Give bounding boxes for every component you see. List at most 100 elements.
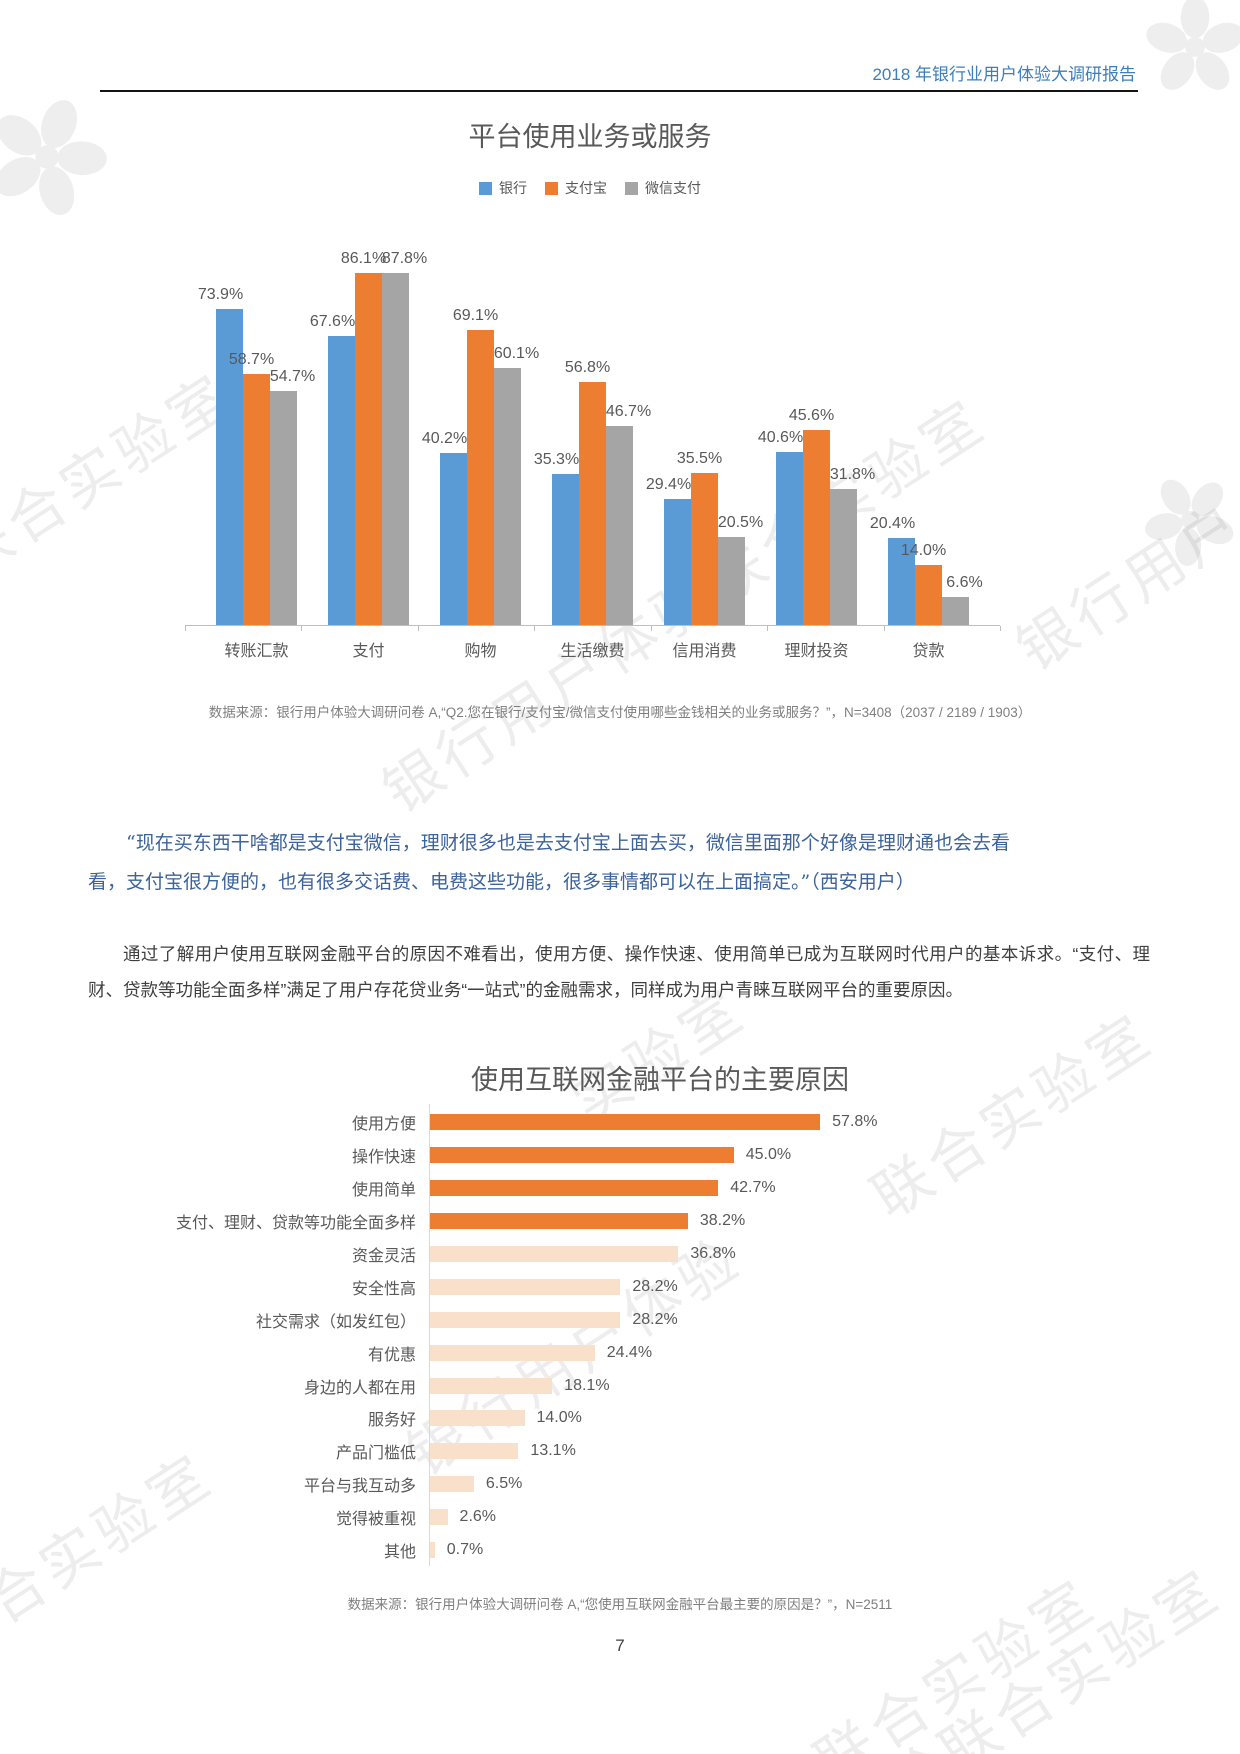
chart2-row: 社交需求（如发红包） 28.2% <box>0 1303 1240 1336</box>
value-label: 13.1% <box>530 1442 576 1460</box>
bar-column: 29.4% <box>646 250 691 625</box>
bar-银行 <box>664 499 691 625</box>
chart2-row: 觉得被重视 2.6% <box>0 1501 1240 1534</box>
reason-bar <box>430 1180 719 1197</box>
reason-bar <box>430 1147 734 1164</box>
legend-item: 银行 <box>479 178 527 198</box>
legend-label: 银行 <box>499 180 527 196</box>
bar-column: 54.7% <box>270 250 315 625</box>
value-label: 6.6% <box>946 573 983 591</box>
category-label: 支付 <box>352 643 385 660</box>
value-label: 57.8% <box>832 1113 878 1131</box>
bar-group: 73.9% 58.7% 54.7% <box>198 250 315 625</box>
chart2-row: 安全性高 28.2% <box>0 1270 1240 1303</box>
bar-微信支付 <box>382 273 409 625</box>
bar-微信支付 <box>718 537 745 625</box>
bar-支付宝 <box>579 382 606 625</box>
legend-swatch <box>479 181 492 195</box>
bar-group: 40.6% 45.6% 31.8% <box>758 250 875 625</box>
bar-column: 20.4% <box>870 250 915 625</box>
reason-bar <box>430 1542 435 1559</box>
bar-银行 <box>888 537 915 625</box>
value-label: 14.0% <box>900 542 947 560</box>
bar-column: 6.6% <box>942 250 983 625</box>
reason-label: 支付、理财、贷款等功能全面多样 <box>175 1215 416 1233</box>
axis-tick <box>534 626 536 631</box>
bar-column: 69.1% <box>453 250 498 625</box>
reason-label: 服务好 <box>367 1412 416 1430</box>
chart2-title: 使用互联网金融平台的主要原因 <box>471 1065 849 1095</box>
reason-bar <box>430 1213 688 1230</box>
chart2-row: 身边的人都在用 18.1% <box>0 1369 1240 1402</box>
value-label: 73.9% <box>197 286 244 304</box>
legend-item: 支付宝 <box>545 178 607 198</box>
value-label: 87.8% <box>381 250 428 267</box>
bar-银行 <box>776 451 803 625</box>
bar-group: 35.3% 56.8% 46.7% <box>534 250 651 625</box>
bar-支付宝 <box>355 273 382 625</box>
reason-bar <box>430 1114 821 1131</box>
bar-column: 86.1% <box>341 250 386 625</box>
chart2-row: 平台与我互动多 6.5% <box>0 1468 1240 1501</box>
reason-bar <box>430 1311 621 1328</box>
reason-bar <box>430 1410 525 1427</box>
header-divider <box>100 90 1138 92</box>
chart2-source-note: 数据来源：银行用户体验大调研问卷 A,“您使用互联网金融平台最主要的原因是？”，… <box>347 1597 893 1612</box>
category-label: 理财投资 <box>784 643 849 660</box>
bar-支付宝 <box>467 329 494 625</box>
bar-微信支付 <box>494 368 521 625</box>
lab-logo-watermark-icon <box>1146 0 1240 90</box>
reason-label: 使用简单 <box>351 1182 416 1200</box>
bar-银行 <box>328 336 355 625</box>
bar-column: 67.6% <box>310 250 355 625</box>
reason-label: 觉得被重视 <box>335 1511 416 1529</box>
value-label: 20.5% <box>717 514 764 532</box>
category-label: 信用消费 <box>672 643 737 660</box>
value-label: 24.4% <box>606 1343 653 1361</box>
bar-group: 20.4% 14.0% 6.6% <box>870 250 983 625</box>
lab-logo-watermark-icon <box>0 100 107 215</box>
axis-tick <box>767 626 769 631</box>
value-label: 20.4% <box>869 514 916 532</box>
value-label: 46.7% <box>605 402 652 420</box>
value-label: 35.3% <box>533 451 580 469</box>
reason-bar <box>430 1278 621 1295</box>
bar-group: 67.6% 86.1% 87.8% <box>310 250 427 625</box>
reason-label: 操作快速 <box>351 1149 416 1167</box>
axis-tick <box>185 626 186 631</box>
value-label: 29.4% <box>645 476 692 494</box>
page-number: 7 <box>615 1636 625 1655</box>
reason-label: 产品门槛低 <box>335 1445 416 1463</box>
reason-label: 身边的人都在用 <box>303 1379 416 1397</box>
chart1-category-labels: 转账汇款 支付 购物 生活缴费 信用消费 理财投资 贷款 <box>185 637 1000 661</box>
bar-微信支付 <box>606 425 633 625</box>
bar-微信支付 <box>270 391 297 625</box>
bar-支付宝 <box>915 565 942 625</box>
category-label: 生活缴费 <box>560 643 625 660</box>
value-label: 56.8% <box>564 359 611 377</box>
value-label: 2.6% <box>459 1508 497 1526</box>
chart1-x-axis <box>185 625 1001 631</box>
bar-column: 35.5% <box>677 250 722 625</box>
bar-column: 40.6% <box>758 250 803 625</box>
bar-column: 87.8% <box>382 250 427 625</box>
chart2-row: 支付、理财、贷款等功能全面多样 38.2% <box>0 1205 1240 1238</box>
lab-logo-watermark-icon <box>1145 479 1234 566</box>
chart2-plot-area: 使用方便 57.8% 操作快速 45.0% 使用简单 42.7% 支付、理财、贷款等功能全面… <box>0 1106 1240 1566</box>
chart2-row: 产品门槛低 13.1% <box>0 1435 1240 1468</box>
value-label: 86.1% <box>340 250 387 267</box>
legend-item: 微信支付 <box>625 178 701 198</box>
bar-column: 31.8% <box>830 250 875 625</box>
legend-label: 微信支付 <box>645 180 701 196</box>
value-label: 14.0% <box>536 1409 582 1427</box>
value-label: 18.1% <box>564 1376 610 1394</box>
value-label: 45.6% <box>788 407 835 425</box>
chart2-row: 资金灵活 36.8% <box>0 1238 1240 1271</box>
value-label: 40.2% <box>421 430 468 448</box>
reason-label: 有优惠 <box>367 1346 416 1364</box>
bar-银行 <box>216 309 243 625</box>
value-label: 38.2% <box>699 1212 746 1230</box>
reason-label: 资金灵活 <box>351 1248 416 1265</box>
chart1-source-note: 数据来源：银行用户体验大调研问卷 A,“Q2.您在银行/支付宝/微信支付使用哪些… <box>208 705 1032 720</box>
